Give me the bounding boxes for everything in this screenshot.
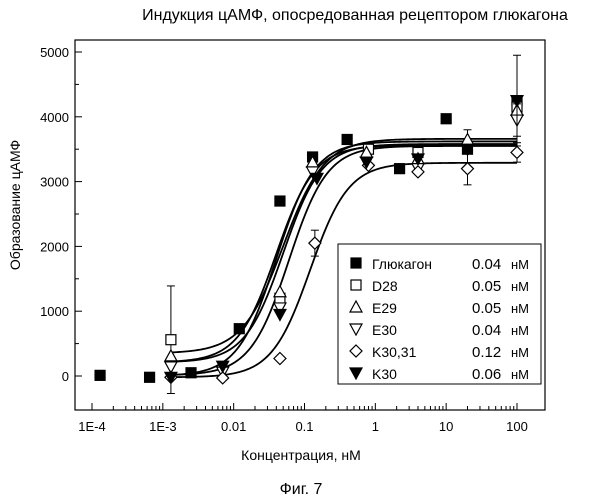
data-point bbox=[163, 361, 178, 375]
data-point bbox=[411, 165, 425, 179]
data-point bbox=[460, 143, 475, 157]
plot-area: 1E-4 1E-3 0.01 0.1 1 10 1000100020003000400050… bbox=[40, 39, 546, 434]
y-tick-label: 4000 bbox=[40, 110, 69, 125]
fit-curve bbox=[170, 145, 517, 376]
data-point bbox=[233, 323, 245, 335]
plot-frame bbox=[74, 39, 546, 411]
data-point bbox=[305, 166, 320, 180]
data-point bbox=[440, 113, 452, 125]
fit-curve bbox=[170, 137, 517, 354]
y-axis-label: Образование цАМФ bbox=[7, 140, 23, 270]
legend-marker bbox=[348, 323, 364, 337]
legend-unit: нМ bbox=[511, 301, 529, 316]
legend-value: 0.04 bbox=[472, 322, 501, 339]
legend: Глюкагон 0.04 нМ D28 0.05 нМ E29 0.05 нМ E30 0.04 н… bbox=[337, 243, 542, 385]
fit-curve bbox=[170, 140, 517, 376]
data-point bbox=[94, 369, 106, 381]
legend-label: E30 bbox=[372, 322, 397, 338]
y-tick-label: 0 bbox=[62, 369, 69, 384]
data-point bbox=[215, 371, 230, 385]
legend-value: 0.06 bbox=[472, 366, 501, 383]
fit-curve bbox=[170, 143, 517, 363]
data-point bbox=[410, 153, 425, 167]
y-tick-label: 2000 bbox=[40, 239, 69, 254]
legend-label: Глюкагон bbox=[372, 256, 432, 272]
legend-unit: нМ bbox=[511, 345, 529, 360]
x-tick-label: 100 bbox=[506, 419, 528, 434]
legend-marker bbox=[350, 279, 362, 291]
x-tick-label: 1E-4 bbox=[78, 419, 105, 434]
legend-label: K30,31 bbox=[372, 344, 417, 360]
x-tick-label: 0.01 bbox=[221, 419, 246, 434]
data-point bbox=[509, 94, 525, 108]
data-point bbox=[273, 351, 287, 366]
legend-value: 0.04 bbox=[472, 256, 501, 273]
fit-curve bbox=[170, 161, 517, 379]
legend-value: 0.05 bbox=[472, 300, 501, 317]
legend-unit: нМ bbox=[511, 279, 529, 294]
data-point bbox=[393, 163, 406, 175]
legend-unit: нМ bbox=[511, 323, 529, 338]
legend-marker bbox=[350, 257, 362, 269]
legend-unit: нМ bbox=[511, 257, 529, 272]
data-point bbox=[272, 308, 287, 322]
legend-marker bbox=[348, 367, 364, 381]
data-point bbox=[309, 172, 324, 186]
data-point bbox=[215, 360, 230, 374]
data-point bbox=[359, 156, 374, 170]
data-point bbox=[272, 284, 287, 298]
data-point bbox=[272, 302, 287, 316]
legend-value: 0.12 bbox=[472, 344, 501, 361]
legend-marker bbox=[349, 344, 363, 358]
legend-label: E29 bbox=[372, 300, 397, 316]
x-axis-label: Концентрация, нМ bbox=[241, 447, 361, 463]
data-point bbox=[341, 133, 353, 146]
x-tick-label: 1E-3 bbox=[149, 419, 176, 434]
data-point bbox=[143, 371, 156, 383]
y-tick-label: 5000 bbox=[40, 45, 69, 60]
x-tick-label: 0.1 bbox=[295, 419, 313, 434]
data-point bbox=[185, 367, 197, 379]
legend-unit: нМ bbox=[511, 367, 529, 382]
figure-caption: Фиг. 7 bbox=[280, 481, 323, 498]
chart-title: Индукция цАМФ, опосредованная рецептором… bbox=[142, 7, 568, 24]
legend-marker bbox=[348, 299, 364, 313]
data-point bbox=[165, 334, 177, 346]
legend-value: 0.05 bbox=[472, 278, 501, 295]
data-point bbox=[274, 195, 286, 207]
x-tick-label: 1 bbox=[372, 419, 379, 434]
data-point bbox=[163, 371, 178, 385]
data-point bbox=[510, 145, 524, 160]
y-tick-label: 1000 bbox=[40, 304, 69, 319]
data-point bbox=[163, 348, 178, 362]
legend-box bbox=[337, 243, 542, 385]
data-point bbox=[460, 161, 475, 176]
y-tick-label: 3000 bbox=[40, 175, 69, 190]
legend-label: D28 bbox=[372, 278, 398, 294]
legend-label: K30 bbox=[372, 366, 397, 382]
data-point bbox=[308, 236, 322, 251]
x-tick-label: 10 bbox=[439, 419, 453, 434]
